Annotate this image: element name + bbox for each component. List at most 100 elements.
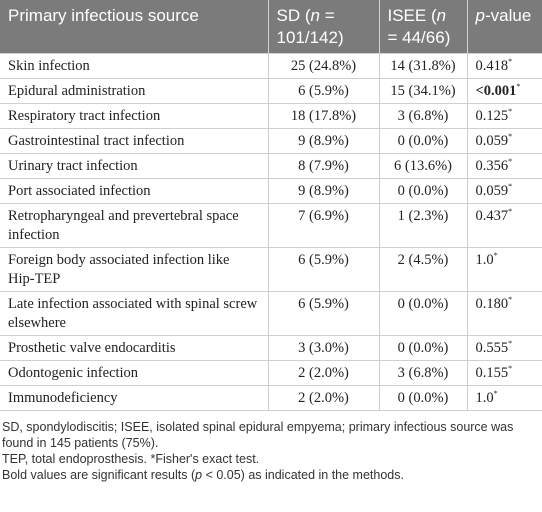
p-cell: 0.125* — [466, 103, 542, 129]
table-row: Foreign body associated infection like H… — [0, 247, 542, 292]
isee-cell: 0 (0.0%) — [378, 178, 468, 204]
source-cell: Port associated infection — [0, 178, 269, 204]
isee-cell: 14 (31.8%) — [378, 53, 468, 79]
source-text: Odontogenic infection — [8, 365, 139, 381]
isee-text: 0 (0.0%) — [397, 390, 449, 406]
p-cell: <0.001* — [466, 78, 542, 104]
isee-text: 15 (34.1%) — [390, 83, 456, 99]
sd-cell: 6 (5.9%) — [267, 78, 380, 104]
header-text: p — [475, 6, 485, 25]
sd-cell: 6 (5.9%) — [267, 291, 380, 336]
table-row: Respiratory tract infection 18 (17.8%) 3 (… — [0, 103, 542, 129]
column-header: SD (n = 101/142) — [267, 0, 379, 54]
sd-text: 6 (5.9%) — [298, 252, 349, 268]
p-cell: 0.059* — [466, 178, 542, 204]
source-cell: Immunodeficiency — [0, 385, 269, 411]
isee-text: 0 (0.0%) — [397, 340, 449, 356]
source-cell: Prosthetic valve endocarditis — [0, 335, 269, 361]
source-text: Port associated infection — [8, 183, 151, 199]
test-note: * — [493, 389, 498, 398]
sd-text: 18 (17.8%) — [290, 108, 357, 124]
sd-cell: 8 (7.9%) — [267, 153, 380, 179]
source-text: Late infection associated with spinal sc… — [8, 296, 258, 331]
p-value: 0.356 — [475, 158, 509, 174]
isee-text: 1 (2.3%) — [397, 208, 449, 224]
isee-cell: 0 (0.0%) — [378, 335, 468, 361]
p-cell: 0.059* — [466, 128, 542, 154]
footnotes: SD, spondylodiscitis; ISEE, isolated spi… — [0, 411, 542, 483]
p-value: 0.059 — [475, 133, 509, 149]
sd-cell: 2 (2.0%) — [267, 360, 380, 386]
sd-cell: 25 (24.8%) — [267, 53, 380, 79]
sd-cell: 9 (8.9%) — [267, 128, 380, 154]
isee-text: 0 (0.0%) — [397, 133, 449, 149]
table-body: Skin infection 25 (24.8%) 14 (31.8%) 0.418*… — [0, 53, 542, 411]
table-head: Primary infectious source SD (n = 101/142… — [0, 0, 542, 54]
p-cell: 0.555* — [466, 335, 542, 361]
table-row: Epidural administration 6 (5.9%) 15 (34.1%… — [0, 78, 542, 104]
sd-text: 6 (5.9%) — [298, 83, 349, 99]
table-row: Skin infection 25 (24.8%) 14 (31.8%) 0.418* — [0, 53, 542, 79]
table-row: Odontogenic infection 2 (2.0%) 3 (6.8%) 0.1… — [0, 360, 542, 386]
column-header: Primary infectious source — [0, 0, 268, 54]
isee-cell: 3 (6.8%) — [378, 360, 468, 386]
source-cell: Foreign body associated infection like H… — [0, 247, 269, 292]
table-row: Immunodeficiency 2 (2.0%) 0 (0.0%) 1.0* — [0, 385, 542, 411]
source-cell: Odontogenic infection — [0, 360, 269, 386]
isee-cell: 1 (2.3%) — [378, 203, 468, 248]
column-header: ISEE (n = 44/66) — [378, 0, 467, 54]
header-text: n — [310, 6, 320, 25]
source-text: Immunodeficiency — [8, 390, 118, 406]
header-text: = 44/66) — [387, 28, 451, 47]
source-cell: Skin infection — [0, 53, 269, 79]
table-row: Prosthetic valve endocarditis 3 (3.0%) 0 (… — [0, 335, 542, 361]
footnote: Bold values are significant results (p <… — [2, 467, 538, 483]
p-value: 0.437 — [475, 208, 509, 224]
source-text: Skin infection — [8, 58, 90, 74]
sd-cell: 2 (2.0%) — [267, 385, 380, 411]
source-cell: Urinary tract infection — [0, 153, 269, 179]
source-text: Prosthetic valve endocarditis — [8, 340, 176, 356]
p-cell: 0.437* — [466, 203, 542, 248]
sd-cell: 9 (8.9%) — [267, 178, 380, 204]
header-text: = 101/142) — [276, 6, 344, 47]
footnote-text: TEP, total endoprosthesis. *Fisher's exa… — [2, 452, 260, 466]
source-text: Gastrointestinal tract infection — [8, 133, 185, 149]
sd-cell: 7 (6.9%) — [267, 203, 380, 248]
source-cell: Late infection associated with spinal sc… — [0, 291, 269, 336]
test-note: * — [508, 107, 513, 116]
footnote-text: SD, spondylodiscitis; ISEE, isolated spi… — [2, 420, 514, 450]
test-note: * — [508, 132, 513, 141]
source-cell: Respiratory tract infection — [0, 103, 269, 129]
column-header: p-value — [466, 0, 542, 54]
isee-cell: 15 (34.1%) — [378, 78, 468, 104]
test-note: * — [508, 339, 513, 348]
p-value: 1.0 — [475, 390, 494, 406]
test-note: * — [508, 207, 513, 216]
table-row: Port associated infection 9 (8.9%) 0 (0.0%… — [0, 178, 542, 204]
header-text: Primary infectious source — [8, 6, 199, 25]
sd-text: 6 (5.9%) — [298, 296, 349, 312]
footnote-text: Bold values are significant results ( — [2, 468, 196, 482]
source-cell: Gastrointestinal tract infection — [0, 128, 269, 154]
p-value: 0.125 — [475, 108, 509, 124]
isee-text: 6 (13.6%) — [394, 158, 452, 174]
sd-cell: 3 (3.0%) — [267, 335, 380, 361]
table-row: Late infection associated with spinal sc… — [0, 291, 542, 336]
p-value: 0.555 — [475, 340, 509, 356]
isee-cell: 6 (13.6%) — [378, 153, 468, 179]
isee-cell: 0 (0.0%) — [378, 385, 468, 411]
test-note: * — [508, 295, 513, 304]
sd-cell: 18 (17.8%) — [267, 103, 380, 129]
isee-cell: 3 (6.8%) — [378, 103, 468, 129]
sd-text: 2 (2.0%) — [298, 390, 349, 406]
p-value: 0.059 — [475, 183, 509, 199]
sd-text: 2 (2.0%) — [298, 365, 349, 381]
table-row: Retropharyngeal and prevertebral space i… — [0, 203, 542, 248]
sd-text: 7 (6.9%) — [298, 208, 349, 224]
isee-text: 0 (0.0%) — [397, 183, 449, 199]
header-text: n — [436, 6, 447, 25]
p-cell: 0.418* — [466, 53, 542, 79]
test-note: * — [516, 82, 521, 91]
